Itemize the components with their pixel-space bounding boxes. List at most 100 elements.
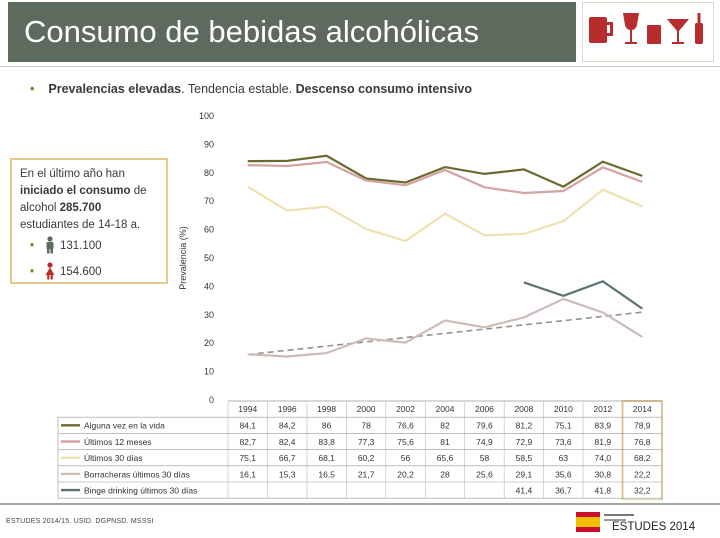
- cocktail-glass-icon: [667, 19, 689, 44]
- data-label: 83,8: [318, 437, 335, 447]
- callout-line-4: estudiantes de 14-18 a.: [20, 219, 141, 231]
- callout-line-3: alcohol 285.700: [20, 200, 158, 217]
- data-label: 35,6: [555, 469, 572, 479]
- bullet-strong-1: Prevalencias elevadas: [48, 82, 182, 96]
- data-label: 20,2: [397, 469, 414, 479]
- year-label: 2010: [554, 404, 573, 414]
- year-label: 1998: [317, 404, 336, 414]
- data-label: 72,9: [516, 437, 533, 447]
- y-tick-label: 0: [209, 395, 214, 405]
- legend-label: Alguna vez en la vida: [84, 421, 165, 431]
- female-figure-icon: [45, 262, 55, 280]
- data-label: 32,2: [634, 486, 651, 496]
- beer-mug-handle-icon: [607, 22, 613, 36]
- series-line-s_borr: [247, 297, 643, 358]
- year-label: 2008: [514, 404, 533, 414]
- y-tick-label: 30: [204, 310, 214, 320]
- year-label: 2002: [396, 404, 415, 414]
- y-axis-label: Prevalencia (%): [178, 226, 188, 290]
- drinks-logo: [582, 2, 714, 62]
- legend-label: Binge drinking últimos 30 días: [84, 486, 197, 496]
- series-line-s_vida: [247, 154, 643, 188]
- data-label: 41,8: [595, 486, 612, 496]
- wine-glass-icon: [623, 13, 639, 44]
- year-label: 1994: [238, 404, 257, 414]
- data-label: 81: [440, 437, 450, 447]
- callout-text: alcohol: [20, 202, 60, 214]
- data-label: 81,9: [595, 437, 612, 447]
- data-label: 58,5: [516, 453, 533, 463]
- legend-label: Últimos 12 meses: [84, 437, 152, 447]
- data-label: 86: [322, 421, 332, 431]
- y-tick-label: 100: [199, 111, 214, 121]
- y-tick-label: 20: [204, 338, 214, 348]
- trend-line: [247, 311, 645, 356]
- data-label: 75,6: [397, 437, 414, 447]
- legend-label: Últimos 30 días: [84, 453, 143, 463]
- data-label: 74,9: [476, 437, 493, 447]
- callout-male-row: • 131.100: [30, 236, 102, 255]
- bullet-strong-2: Descenso consumo intensivo: [295, 82, 473, 96]
- year-label: 2000: [357, 404, 376, 414]
- ministry-logo: [576, 512, 634, 532]
- data-label: 60,2: [358, 453, 375, 463]
- callout-line-1: En el último año han: [20, 168, 125, 180]
- series-line-s_30d: [247, 185, 643, 243]
- estudes-mark: ESTUDES 2014: [612, 521, 696, 533]
- data-label: 66,7: [279, 453, 296, 463]
- footer-divider: [0, 503, 720, 505]
- y-tick-label: 40: [204, 281, 214, 291]
- data-label: 76,8: [634, 437, 651, 447]
- data-label: 77,3: [358, 437, 375, 447]
- year-label: 2006: [475, 404, 494, 414]
- data-label: 58: [480, 453, 490, 463]
- footer-source: ESTUDES 2014/15. USID. DGPNSD. MSSSI: [6, 518, 154, 525]
- prevalence-chart: 0 10 20 30 40 50 60 70 80 90 100 Prevalencia (%) 199…: [57, 111, 664, 500]
- data-label: 28: [440, 469, 450, 479]
- data-label: 68,1: [318, 453, 335, 463]
- data-label: 30,8: [595, 469, 612, 479]
- female-count: 154.600: [60, 266, 102, 278]
- data-label: 41,4: [516, 486, 533, 496]
- callout-line-2: iniciado el consumo de: [20, 183, 158, 200]
- data-label: 83,9: [595, 421, 612, 431]
- data-label: 84,1: [239, 421, 256, 431]
- male-count: 131.100: [60, 240, 102, 252]
- bullet-text: . Tendencia estable.: [181, 82, 296, 96]
- callout-strong: iniciado el consumo: [20, 185, 131, 197]
- data-label: 74,0: [595, 453, 612, 463]
- data-label: 75,1: [239, 453, 256, 463]
- year-label: 2014: [633, 404, 652, 414]
- data-label: 25,6: [476, 469, 493, 479]
- data-label: 84,2: [279, 421, 296, 431]
- year-label: 1996: [278, 404, 297, 414]
- data-label: 21,7: [358, 469, 375, 479]
- y-tick-label: 90: [204, 139, 214, 149]
- data-label: 79,6: [476, 421, 493, 431]
- beer-mug-icon: [589, 17, 607, 43]
- callout-total: 285.700: [59, 202, 102, 214]
- data-label: 81,2: [516, 421, 533, 431]
- y-tick-label: 60: [204, 225, 214, 235]
- data-label: 15,3: [279, 469, 296, 479]
- data-label: 68,2: [634, 453, 651, 463]
- data-label: 63: [559, 453, 569, 463]
- y-tick-label: 80: [204, 168, 214, 178]
- male-figure-icon: [46, 236, 54, 254]
- summary-bullet: • Prevalencias elevadas. Tendencia establ…: [30, 82, 472, 96]
- data-label: 73,6: [555, 437, 572, 447]
- legend-label: Borracheras últimos 30 días: [84, 469, 190, 479]
- y-tick-label: 10: [204, 367, 214, 377]
- year-label: 2012: [593, 404, 612, 414]
- bottle-icon: [695, 23, 703, 44]
- data-label: 78,9: [634, 421, 651, 431]
- page-title: Consumo de bebidas alcohólicas: [8, 2, 576, 62]
- data-label: 16,1: [239, 469, 256, 479]
- data-label: 22,2: [634, 469, 651, 479]
- data-label: 82,4: [279, 437, 296, 447]
- data-label: 78: [361, 421, 371, 431]
- data-label: 82: [440, 421, 450, 431]
- bullet-dot-icon: •: [30, 82, 35, 96]
- series-line-s_binge: [523, 280, 643, 310]
- data-label: 56: [401, 453, 411, 463]
